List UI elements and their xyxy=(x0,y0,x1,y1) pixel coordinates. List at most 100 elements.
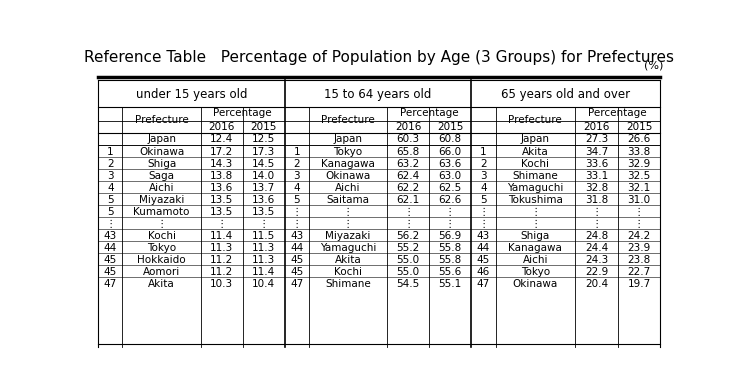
Text: 63.0: 63.0 xyxy=(439,171,462,181)
Text: 10.3: 10.3 xyxy=(210,279,233,289)
Text: 1: 1 xyxy=(480,147,487,157)
Text: (%): (%) xyxy=(644,60,663,71)
Text: Prefecture: Prefecture xyxy=(508,115,562,125)
Text: Percentage: Percentage xyxy=(400,108,458,119)
Text: 26.6: 26.6 xyxy=(628,134,650,144)
Text: Miyazaki: Miyazaki xyxy=(139,195,184,205)
Text: 3: 3 xyxy=(480,171,487,181)
Text: Miyazaki: Miyazaki xyxy=(326,231,371,241)
Text: 62.4: 62.4 xyxy=(397,171,420,181)
Text: 33.6: 33.6 xyxy=(585,159,608,168)
Text: 32.9: 32.9 xyxy=(628,159,650,168)
Text: 23.9: 23.9 xyxy=(628,243,650,253)
Text: 45: 45 xyxy=(477,255,490,265)
Text: 13.5: 13.5 xyxy=(210,195,233,205)
Text: Shiga: Shiga xyxy=(147,159,176,168)
Text: Aomori: Aomori xyxy=(143,267,181,277)
Text: Shimane: Shimane xyxy=(513,171,558,181)
Text: 63.6: 63.6 xyxy=(438,159,462,168)
Text: 11.3: 11.3 xyxy=(252,255,275,265)
Text: Hokkaido: Hokkaido xyxy=(138,255,186,265)
Text: 32.5: 32.5 xyxy=(628,171,650,181)
Text: Akita: Akita xyxy=(522,147,549,157)
Text: under 15 years old: under 15 years old xyxy=(135,89,247,101)
Text: 43: 43 xyxy=(290,231,303,241)
Text: ⋮: ⋮ xyxy=(530,207,540,217)
Text: 44: 44 xyxy=(290,243,303,253)
Text: 11.2: 11.2 xyxy=(210,267,233,277)
Text: Tokyo: Tokyo xyxy=(334,147,363,157)
Text: Japan: Japan xyxy=(334,134,363,144)
Text: 24.2: 24.2 xyxy=(628,231,650,241)
Text: 47: 47 xyxy=(477,279,490,289)
Text: ⋮: ⋮ xyxy=(445,207,455,217)
Text: 47: 47 xyxy=(104,279,117,289)
Text: ⋮: ⋮ xyxy=(105,219,115,229)
Text: 31.8: 31.8 xyxy=(585,195,608,205)
Text: 13.6: 13.6 xyxy=(252,195,275,205)
Text: Shiga: Shiga xyxy=(521,231,550,241)
Text: 10.4: 10.4 xyxy=(252,279,275,289)
Text: 11.3: 11.3 xyxy=(252,243,275,253)
Text: Percentage: Percentage xyxy=(213,108,272,119)
Text: 65 years old and over: 65 years old and over xyxy=(501,89,630,101)
Text: 62.6: 62.6 xyxy=(438,195,462,205)
Text: 22.9: 22.9 xyxy=(585,267,608,277)
Text: 4: 4 xyxy=(480,183,487,193)
Text: 13.6: 13.6 xyxy=(210,183,233,193)
Text: 2016: 2016 xyxy=(395,122,421,132)
Text: 32.8: 32.8 xyxy=(585,183,608,193)
Text: 55.8: 55.8 xyxy=(438,243,462,253)
Text: 14.0: 14.0 xyxy=(252,171,275,181)
Text: Akita: Akita xyxy=(148,279,175,289)
Text: Okinawa: Okinawa xyxy=(326,171,371,181)
Text: 2: 2 xyxy=(480,159,487,168)
Text: Tokyo: Tokyo xyxy=(521,267,550,277)
Text: Percentage: Percentage xyxy=(588,108,647,119)
Text: Okinawa: Okinawa xyxy=(513,279,558,289)
Text: ⋮: ⋮ xyxy=(403,219,414,229)
Text: 2016: 2016 xyxy=(209,122,235,132)
Text: 45: 45 xyxy=(290,267,303,277)
Text: 11.2: 11.2 xyxy=(210,255,233,265)
Text: ⋮: ⋮ xyxy=(258,219,269,229)
Text: Yamaguchi: Yamaguchi xyxy=(507,183,564,193)
Text: 62.2: 62.2 xyxy=(397,183,420,193)
Text: 63.2: 63.2 xyxy=(397,159,420,168)
Text: 32.1: 32.1 xyxy=(628,183,650,193)
Text: 20.4: 20.4 xyxy=(585,279,608,289)
Text: 65.8: 65.8 xyxy=(397,147,420,157)
Text: 13.5: 13.5 xyxy=(252,207,275,217)
Text: 3: 3 xyxy=(294,171,300,181)
Text: 22.7: 22.7 xyxy=(628,267,650,277)
Text: 55.0: 55.0 xyxy=(397,267,420,277)
Text: 13.5: 13.5 xyxy=(210,207,233,217)
Text: 34.7: 34.7 xyxy=(585,147,608,157)
Text: 45: 45 xyxy=(104,267,117,277)
Text: ⋮: ⋮ xyxy=(633,207,644,217)
Text: 12.4: 12.4 xyxy=(210,134,233,144)
Text: 43: 43 xyxy=(477,231,490,241)
Text: Japan: Japan xyxy=(147,134,176,144)
Text: 44: 44 xyxy=(477,243,490,253)
Text: 5: 5 xyxy=(107,195,114,205)
Text: ⋮: ⋮ xyxy=(403,207,414,217)
Text: 62.1: 62.1 xyxy=(397,195,420,205)
Text: ⋮: ⋮ xyxy=(591,207,602,217)
Text: 66.0: 66.0 xyxy=(439,147,462,157)
Text: 2016: 2016 xyxy=(583,122,610,132)
Text: 5: 5 xyxy=(107,207,114,217)
Text: ⋮: ⋮ xyxy=(292,207,302,217)
Text: 55.1: 55.1 xyxy=(438,279,462,289)
Text: 24.8: 24.8 xyxy=(585,231,608,241)
Text: ⋮: ⋮ xyxy=(478,219,488,229)
Text: 14.3: 14.3 xyxy=(210,159,233,168)
Text: ⋮: ⋮ xyxy=(530,219,540,229)
Text: ⋮: ⋮ xyxy=(633,219,644,229)
Text: ⋮: ⋮ xyxy=(445,219,455,229)
Text: ⋮: ⋮ xyxy=(292,219,302,229)
Text: 4: 4 xyxy=(294,183,300,193)
Text: Aichi: Aichi xyxy=(335,183,360,193)
Text: ⋮: ⋮ xyxy=(217,219,227,229)
Text: Saitama: Saitama xyxy=(326,195,369,205)
